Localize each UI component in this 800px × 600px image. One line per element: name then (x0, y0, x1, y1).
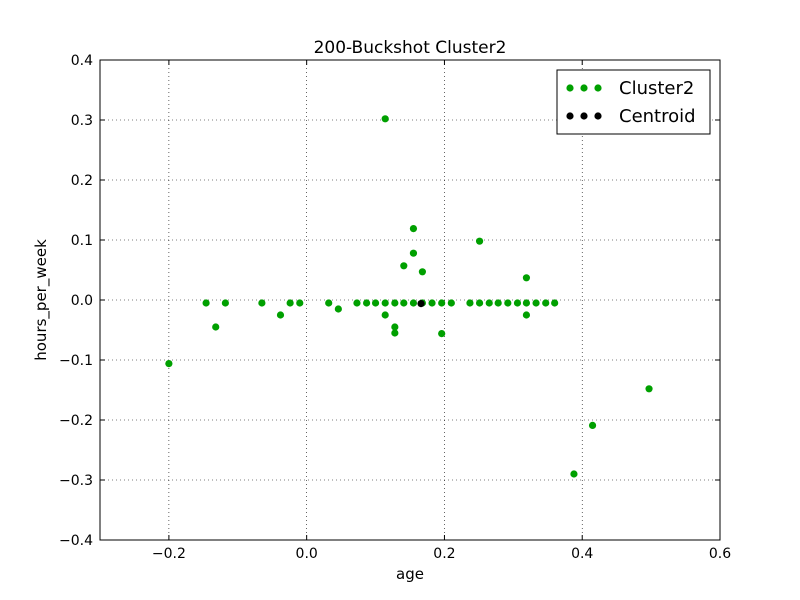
cluster2-point (381, 299, 389, 307)
cluster2-point (221, 299, 229, 307)
chart-title: 200-Buckshot Cluster2 (314, 38, 507, 58)
cluster2-point (353, 299, 361, 307)
cluster2-point (428, 299, 436, 307)
centroid-point (417, 300, 425, 308)
cluster2-point (542, 299, 550, 307)
cluster2-point (400, 262, 408, 270)
y-tick-label: −0.3 (59, 473, 93, 489)
y-tick-label: −0.1 (59, 353, 93, 369)
cluster2-point (438, 299, 446, 307)
cluster2-point (276, 311, 285, 319)
cluster2-point (286, 299, 294, 307)
cluster2-point (570, 470, 578, 478)
legend-label: Centroid (619, 106, 696, 127)
legend-box (556, 69, 711, 135)
y-tick-label: 0.0 (71, 293, 93, 309)
cluster2-point (296, 299, 304, 307)
cluster2-point (334, 305, 342, 313)
cluster2-point (371, 299, 380, 307)
y-tick-label: 0.3 (71, 113, 93, 129)
cluster2-point (409, 249, 418, 257)
cluster2-point (212, 323, 220, 331)
cluster2-point (522, 299, 531, 307)
cluster2-point (381, 115, 389, 123)
cluster2-point (391, 299, 399, 307)
x-tick-label: 0.0 (296, 546, 318, 562)
y-tick-label: −0.2 (59, 413, 93, 429)
x-tick-label: −0.2 (152, 546, 186, 562)
cluster2-point (409, 225, 418, 233)
x-tick-label: 0.6 (709, 546, 731, 562)
cluster2-point (504, 299, 512, 307)
x-axis-label: age (396, 565, 424, 583)
cluster2-point (202, 299, 210, 307)
x-tick-label: 0.4 (571, 546, 593, 562)
cluster2-point (391, 323, 399, 331)
cluster2-point (475, 299, 484, 307)
plot-frame (99, 59, 721, 541)
cluster2-point (325, 299, 333, 307)
y-tick-label: 0.1 (71, 233, 93, 249)
legend-marker (594, 112, 602, 120)
cluster2-point (400, 299, 408, 307)
x-tick-label: 0.2 (433, 546, 455, 562)
cluster2-point (438, 330, 446, 338)
cluster2-point (532, 299, 540, 307)
legend-marker (580, 112, 588, 120)
data-points (165, 115, 653, 478)
y-tick-label: 0.4 (71, 53, 93, 69)
legend-marker (580, 84, 588, 92)
cluster2-point (513, 299, 522, 307)
cluster2-point (381, 311, 389, 319)
cluster2-point (475, 237, 484, 245)
cluster2-point (418, 268, 426, 276)
cluster2-point (551, 299, 559, 307)
legend-label: Cluster2 (619, 78, 694, 99)
cluster2-point (485, 299, 493, 307)
cluster2-point (447, 299, 455, 307)
legend-marker (566, 84, 574, 92)
cluster2-point (165, 360, 173, 368)
y-tick-label: −0.4 (59, 533, 93, 549)
cluster2-point (588, 421, 597, 429)
legend-marker (594, 84, 602, 92)
cluster2-point (258, 299, 266, 307)
cluster2-point (391, 329, 399, 337)
cluster2-point (409, 299, 418, 307)
cluster2-point (363, 299, 371, 307)
cluster2-point (494, 299, 502, 307)
cluster2-point (522, 311, 531, 319)
legend: Cluster2 Centroid (556, 69, 711, 135)
cluster2-point (522, 274, 531, 282)
cluster2-point (645, 385, 653, 393)
legend-marker (566, 112, 574, 120)
cluster2-point (466, 299, 474, 307)
y-tick-label: 0.2 (71, 173, 93, 189)
y-axis-label: hours_per_week (32, 239, 51, 361)
